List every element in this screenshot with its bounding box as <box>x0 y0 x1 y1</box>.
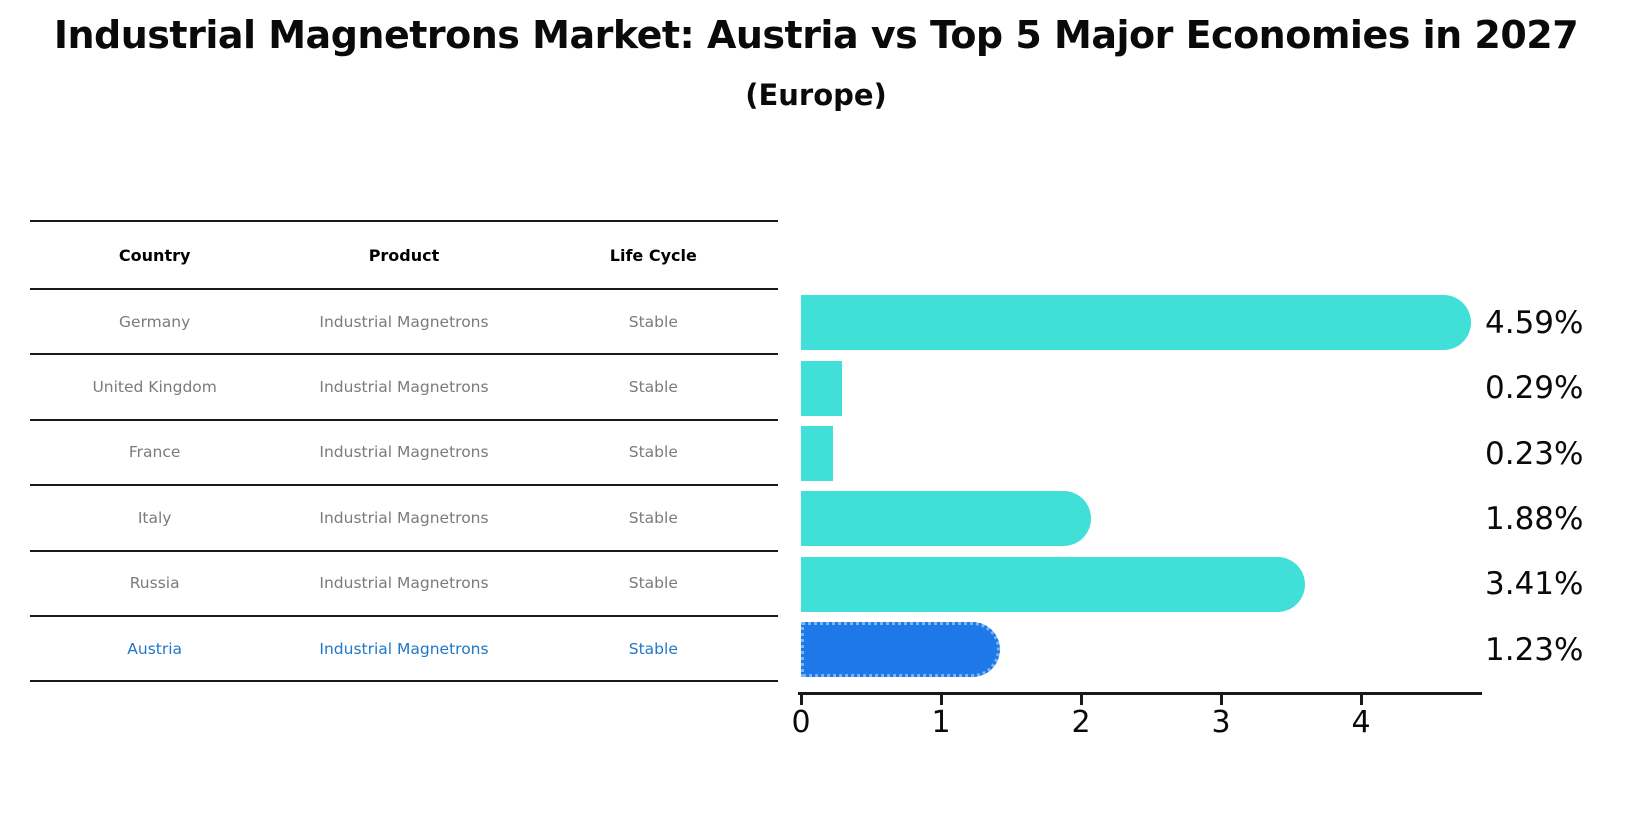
country-table: Country Product Life Cycle Germany Indust… <box>30 220 778 683</box>
x-tick-label-3: 3 <box>1211 705 1231 740</box>
table-row-italy: Italy Industrial Magnetrons Stable <box>30 486 778 552</box>
life-cycle-cell: Stable <box>628 574 678 593</box>
column-header-life-cycle: Life Cycle <box>609 245 697 265</box>
x-tick-mark-3 <box>1219 694 1223 705</box>
x-tick-mark-4 <box>1359 694 1363 705</box>
x-tick-label-1: 1 <box>931 705 951 740</box>
country-cell: France <box>128 443 181 462</box>
x-tick-mark-0 <box>799 694 803 705</box>
country-cell: United Kingdom <box>92 378 217 397</box>
bar-germany <box>801 295 1471 351</box>
value-label-united-kingdom: 0.29% <box>1485 370 1584 407</box>
life-cycle-cell: Stable <box>628 443 678 462</box>
x-tick-mark-1 <box>939 694 943 705</box>
x-tick-label-4: 4 <box>1351 705 1371 740</box>
column-header-country: Country <box>118 245 191 265</box>
table-row-united-kingdom: United Kingdom Industrial Magnetrons Stabl… <box>30 355 778 421</box>
product-cell: Industrial Magnetrons <box>319 639 489 658</box>
chart-subtitle: (Europe) <box>745 78 887 112</box>
country-cell: Russia <box>129 574 180 593</box>
table-row-germany: Germany Industrial Magnetrons Stable <box>30 290 778 356</box>
product-cell: Industrial Magnetrons <box>319 574 489 593</box>
life-cycle-cell: Stable <box>628 508 678 527</box>
bar-austria <box>801 622 1001 678</box>
value-label-france: 0.23% <box>1485 435 1584 472</box>
bar-italy <box>801 491 1092 547</box>
value-label-italy: 1.88% <box>1485 500 1584 537</box>
x-tick-label-2: 2 <box>1071 705 1091 740</box>
country-cell: Austria <box>127 639 183 658</box>
table-body: Germany Industrial Magnetrons Stable United… <box>30 290 778 683</box>
product-cell: Industrial Magnetrons <box>319 443 489 462</box>
table-row-austria: Austria Industrial Magnetrons Stable <box>30 617 778 683</box>
value-label-austria: 1.23% <box>1485 631 1584 668</box>
life-cycle-cell: Stable <box>628 639 678 658</box>
product-cell: Industrial Magnetrons <box>319 508 489 527</box>
column-header-product: Product <box>368 245 440 265</box>
value-label-russia: 3.41% <box>1485 566 1584 603</box>
country-cell: Germany <box>119 312 191 331</box>
x-tick-label-0: 0 <box>791 705 811 740</box>
table-header-row: Country Product Life Cycle <box>30 220 778 290</box>
table-row-russia: Russia Industrial Magnetrons Stable <box>30 552 778 617</box>
product-cell: Industrial Magnetrons <box>319 312 489 331</box>
chart-title: Industrial Magnetrons Market: Austria vs… <box>53 13 1579 57</box>
x-tick-mark-2 <box>1079 694 1083 705</box>
bar-france <box>801 426 834 481</box>
product-cell: Industrial Magnetrons <box>319 378 489 397</box>
life-cycle-cell: Stable <box>628 378 678 397</box>
bar-united-kingdom <box>801 360 842 416</box>
table-row-france: France Industrial Magnetrons Stable <box>30 421 778 487</box>
value-label-germany: 4.59% <box>1485 304 1584 341</box>
bar-russia <box>801 556 1306 612</box>
country-cell: Italy <box>137 508 172 527</box>
life-cycle-cell: Stable <box>628 312 678 331</box>
x-axis-line <box>798 692 1482 695</box>
